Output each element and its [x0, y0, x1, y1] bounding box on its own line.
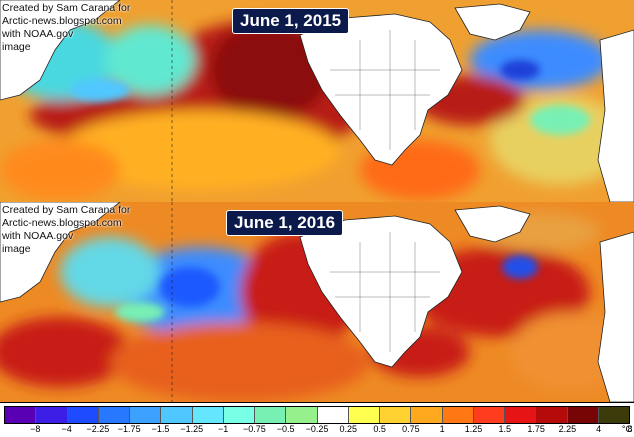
tick-label: 1 [439, 424, 445, 434]
tick-label: −4 [61, 424, 72, 434]
color-swatch-8 [255, 407, 287, 423]
tick-label: −1 [217, 424, 229, 434]
tick-label: 4 [596, 424, 602, 434]
color-scale-ticks: −8 −4 −2.25 −1.75 −1.5 −1.25 −1 −0.75 −0.5 −0.25 0… [4, 424, 633, 437]
tick-label: 8 [627, 424, 633, 434]
sea-surface-anomaly-map-2016 [0, 202, 634, 402]
color-swatch-5 [161, 407, 193, 423]
tick-label: 2.25 [558, 424, 577, 434]
tick-label: −0.75 [243, 424, 266, 434]
tick-label: 1.25 [464, 424, 483, 434]
color-swatch-13 [411, 407, 443, 423]
color-swatch-12 [380, 407, 412, 423]
color-swatch-4 [130, 407, 162, 423]
tick-label: 1.75 [527, 424, 545, 434]
color-swatch-0 [5, 407, 37, 423]
tick-label: −0.5 [276, 424, 295, 434]
color-swatch-9 [286, 407, 318, 423]
color-swatch-6 [192, 407, 224, 423]
color-swatch-1 [36, 407, 68, 423]
map-panel-2015: Created by Sam Carana for Arctic-news.bl… [0, 0, 634, 203]
color-swatch-19 [598, 407, 629, 423]
color-swatch-10 [317, 407, 349, 423]
tick-label: 0.75 [402, 424, 420, 434]
tick-label: 0.5 [373, 424, 386, 434]
tick-label: 1.5 [498, 424, 512, 434]
tick-label: −1.5 [151, 424, 170, 434]
credit-text-2015: Created by Sam Carana for Arctic-news.bl… [2, 2, 131, 53]
unit-label: °C [621, 424, 632, 434]
tick-label: 0.25 [339, 424, 358, 434]
color-swatch-2 [67, 407, 99, 423]
credit-text-2016: Created by Sam Carana for Arctic-news.bl… [2, 204, 131, 255]
color-swatch-3 [98, 407, 130, 423]
color-swatch-15 [473, 407, 505, 423]
color-scale-bar [4, 406, 630, 424]
color-swatch-7 [223, 407, 255, 423]
date-label-2016: June 1, 2016 [226, 210, 344, 236]
color-swatch-11 [348, 407, 380, 423]
date-label-2015: June 1, 2015 [232, 8, 350, 34]
color-swatch-17 [536, 407, 568, 423]
color-swatch-14 [442, 407, 474, 423]
color-swatch-18 [567, 407, 599, 423]
tick-label: −8 [30, 424, 41, 434]
color-swatch-16 [505, 407, 537, 423]
tick-label: −2.25 [86, 424, 110, 434]
tick-label: −1.25 [180, 424, 204, 434]
tick-label: −0.25 [305, 424, 329, 434]
tick-label: −1.75 [117, 424, 141, 434]
map-panel-2016: Created by Sam Carana for Arctic-news.bl… [0, 202, 634, 403]
